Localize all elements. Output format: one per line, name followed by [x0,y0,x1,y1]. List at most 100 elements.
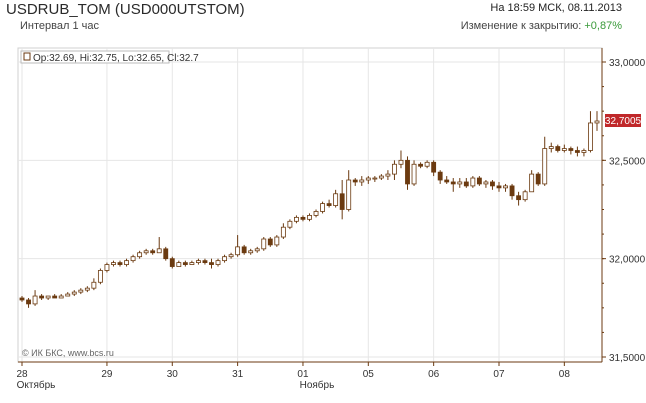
candle-body [39,295,45,299]
candle-body [424,161,430,167]
candle-body [333,193,339,206]
candle-body [78,289,84,293]
candle-body [97,270,103,283]
candle-body [450,181,456,185]
candle-body [26,299,31,305]
candle-body [124,260,129,265]
candle-body [535,173,541,185]
candle-body [405,159,410,185]
candle-body [392,163,397,175]
x-tick-label: 07 [493,369,505,380]
candle-body [156,248,162,254]
candle-body [84,287,90,291]
timestamp: На 18:59 МСК, 08.11.2013 [490,2,622,14]
candle-body [490,181,495,187]
candle-body [117,262,123,265]
change-value: +0,87% [584,20,622,32]
grid-lines [18,48,602,362]
candle-body [437,171,443,181]
candle-body [300,216,306,220]
candle-body [32,295,38,305]
candle-body [503,185,508,189]
candle-body [385,173,391,177]
candle-body [516,195,522,201]
candle-body [104,264,110,271]
candle-body [189,262,195,265]
candle-body [359,179,365,183]
candle-body [287,220,293,228]
y-tick-label: 32,0000 [609,255,646,266]
last-price-label: 32,7005 [605,116,642,127]
candle-body [555,146,561,151]
candle-body [267,238,273,246]
candle-body [52,295,58,299]
candle-body [431,161,437,173]
candle-body [542,148,548,185]
candle-body [169,258,175,267]
x-tick-label: 29 [101,369,113,380]
candle-body [58,295,64,299]
change-info: Изменение к закрытию: +0,87% [461,20,622,32]
candle-body [254,248,260,252]
candle-body [163,248,169,260]
candle-body [274,236,280,246]
candle-body [130,256,136,262]
candle-body [91,281,97,289]
candle-body [19,297,25,301]
candle-body [143,250,149,254]
candle-body [463,181,469,187]
candle-body [529,173,535,193]
candle-body [568,148,574,151]
candle-body [261,238,267,250]
candle-body [215,260,221,265]
candle-body [294,216,299,222]
candle-body [222,256,227,262]
candle-body [182,262,188,265]
candle-body [470,177,476,187]
candle-body [548,146,554,149]
candle-body [280,226,286,238]
x-tick-label: 28 [16,369,28,380]
candle-body [581,150,587,153]
interval-label: Интервал 1 час [20,20,99,32]
chart-title: USDRUB_TOM (USD000UTSTOM) [6,1,245,18]
y-tick-label: 33,0000 [609,58,646,69]
candle-body [522,191,528,201]
candle-body [209,262,214,265]
candle-body [65,293,71,297]
x-tick-label: 08 [559,369,571,380]
candle-body [418,163,424,167]
candle-body [176,262,182,267]
candle-body [588,122,593,151]
candle-body [444,179,450,183]
candle-body [365,177,371,181]
y-tick-label: 32,5000 [609,156,646,167]
candle-body [574,150,580,153]
candle-body [241,246,247,254]
change-label: Изменение к закрытию: [460,20,582,32]
candle-body [248,250,254,254]
y-axis: 33,0000 32,5000 32,0000 31,5000 [601,48,646,364]
candle-body [372,177,378,180]
candle-body [496,185,502,189]
candle-body [476,177,482,185]
candle-body [378,175,384,179]
x-month-label: Ноябрь [300,379,335,391]
candle-body [346,179,352,210]
candle-body [71,291,77,295]
copyright: © ИК БКС, www.bcs.ru [22,348,114,358]
last-price-marker: 32,7005 [605,114,642,127]
candle-body [509,185,515,197]
candle-body [339,193,345,210]
candle-body [307,214,312,220]
candle-body [411,163,417,185]
candle-body [235,246,241,256]
x-month-label: Октябрь [17,379,56,391]
candle-body [111,262,116,265]
candles [19,111,600,308]
x-tick-label: 01 [297,369,309,380]
candle-body [313,211,319,216]
candle-body [195,260,201,263]
